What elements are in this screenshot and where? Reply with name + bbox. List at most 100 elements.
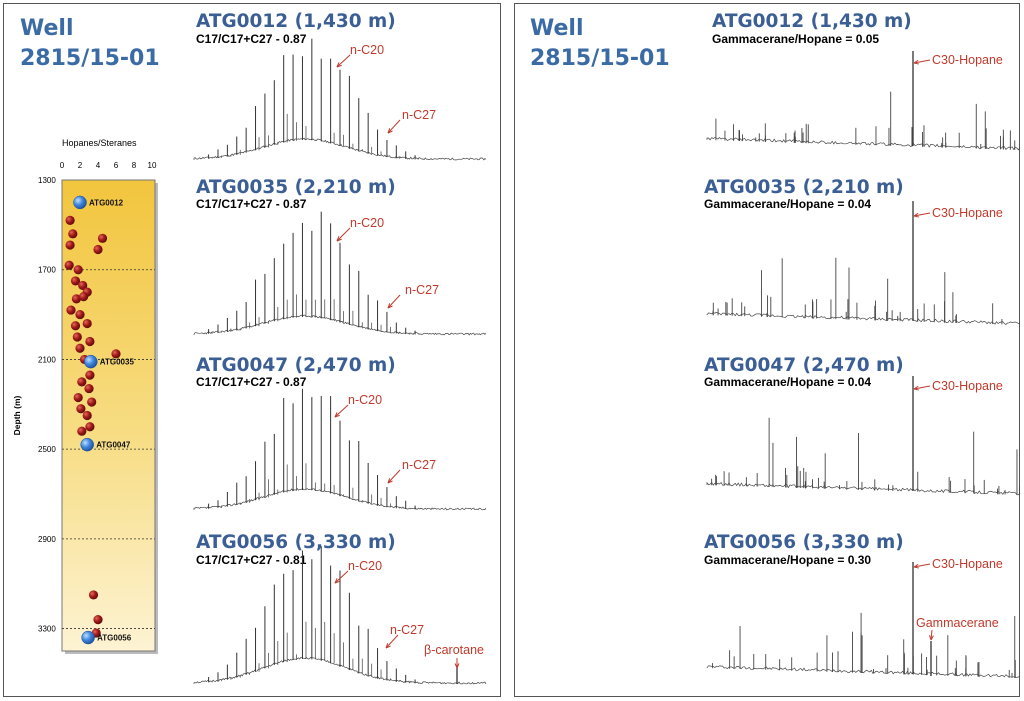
x-tick-label: 6 [114,161,119,170]
trace-subtitle: C17/C17+C27 - 0.87 [196,32,307,46]
annotation-arrowhead [913,212,919,218]
sample-point [77,426,87,436]
annotation-arrowhead [913,563,919,569]
sample-point [72,332,82,342]
y-tick-label: 1700 [38,266,56,275]
annotation-arrow [913,212,931,217]
sample-point [93,244,103,255]
trace-title: ATG0047 (2,470 m) [704,355,904,376]
chromatogram-baseline [193,314,487,336]
sample-point [93,615,103,625]
sample-point [66,305,76,315]
annotation-arrowhead [336,62,342,68]
y-axis-label: Depth (m) [12,396,22,436]
sample-point [82,318,92,329]
annotation-label: n-C27 [402,458,437,472]
trace-subtitle: Gammacerane/Hopane = 0.30 [704,553,872,567]
well-label: Well [20,16,74,41]
trace-subtitle: Gammacerane/Hopane = 0.04 [704,375,872,389]
y-tick-label: 2500 [38,445,56,454]
sample-label: ATG0047 [96,441,131,450]
right-panel [514,3,1020,697]
annotation-label: n-C20 [348,559,383,573]
annotation-arrowhead [929,635,934,641]
trace-subtitle: C17/C17+C27 - 0.81 [196,553,307,567]
x-tick-label: 10 [148,161,157,170]
annotation-arrow [913,385,931,390]
annotation-arrow [387,119,401,134]
annotation-arrow [387,294,401,309]
well-title-right: Well 2815/15-01 [530,14,670,74]
annotation-arrowhead [385,643,391,649]
annotation-label: β-carotane [424,643,484,657]
sample-point [84,383,94,394]
annotation-label: n-C20 [350,43,385,57]
trace-title: ATG0056 (3,330 m) [704,532,904,553]
trace-title: ATG0035 (2,210 m) [704,177,904,198]
sample-point [78,280,88,291]
annotation-arrowhead [334,412,340,418]
chromatogram-baseline [193,656,487,685]
x-tick-label: 2 [78,161,83,170]
chromatogram-baseline [706,311,1020,325]
sample-point [85,336,95,347]
chromatogram-baseline [706,137,1021,151]
annotation-arrow [913,59,931,64]
depth-column [61,179,156,652]
sample-point [70,276,81,286]
annotation-label: n-C20 [348,393,383,407]
annotation-arrow [913,563,931,568]
annotation-label: C30-Hopane [932,379,1003,393]
trace-subtitle: Gammacerane/Hopane = 0.04 [704,197,872,211]
sample-point [65,240,75,250]
trace-title: ATG0056 (3,330 m) [196,532,396,553]
chromatogram-baseline [706,481,1021,496]
sample-point [111,349,121,359]
sample-point [87,397,97,407]
well-name: 2815/15-01 [20,46,160,71]
annotation-label: n-C27 [402,108,437,122]
sample-point [68,229,78,239]
well-title-left: Well 2815/15-01 [20,14,160,74]
sample-point [76,404,86,414]
annotation-label: C30-Hopane [932,53,1003,67]
annotation-arrowhead [387,478,393,484]
annotation-arrowhead [454,663,460,669]
trace-title: ATG0035 (2,210 m) [196,177,396,198]
sample-point [88,590,99,600]
sample-point [70,321,81,331]
chromatogram-baseline [193,487,487,511]
sample-label: ATG0012 [89,198,124,207]
annotation-label: n-C27 [405,283,440,297]
x-tick-label: 4 [96,161,101,170]
x-tick-label: 0 [60,161,65,170]
sample-point [64,260,74,270]
sample-point [75,309,85,320]
annotation-arrowhead [913,59,919,65]
annotation-arrowhead [336,236,342,242]
sample-label: ATG0056 [97,634,132,643]
sample-point [79,292,89,302]
sample-point [85,422,95,432]
annotation-label: C30-Hopane [932,206,1003,220]
sample-point [75,343,85,353]
annotation-label: n-C20 [350,216,385,230]
sample-point [85,370,95,380]
sample-point [71,294,81,304]
annotation-arrow [385,634,399,649]
chromatogram-baseline [193,137,487,161]
y-tick-label: 2100 [38,355,56,364]
trace-title: ATG0012 (1,430 m) [196,11,396,32]
trace-subtitle: C17/C17+C27 - 0.87 [196,197,307,211]
sample-point [73,265,83,275]
sample-point [82,410,92,421]
key-sample-point [84,354,98,369]
trace-subtitle: C17/C17+C27 - 0.87 [196,375,307,389]
sample-point [65,215,75,225]
annotation-label: Gammacerane [916,616,999,630]
sample-point [77,377,87,387]
y-tick-label: 2900 [38,535,56,544]
well-name: 2815/15-01 [530,46,670,71]
well-label: Well [530,16,584,41]
